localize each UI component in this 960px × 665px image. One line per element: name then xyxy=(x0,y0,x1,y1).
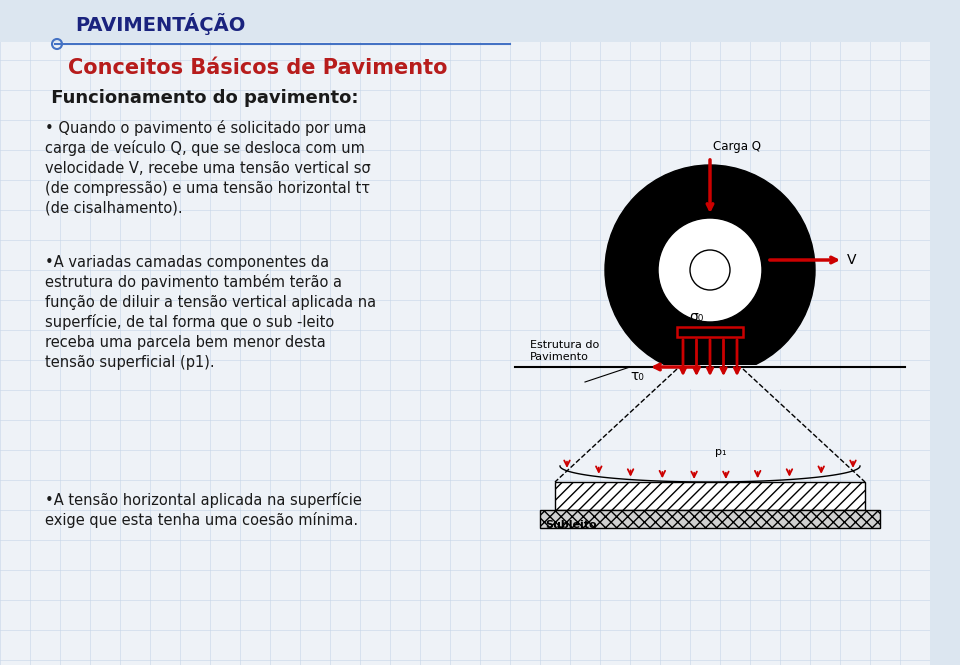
Text: Funcionamento do pavimento:: Funcionamento do pavimento: xyxy=(45,89,358,107)
Text: receba uma parcela bem menor desta: receba uma parcela bem menor desta xyxy=(45,334,325,350)
Text: Estrutura do
Pavimento: Estrutura do Pavimento xyxy=(530,340,599,362)
Circle shape xyxy=(658,218,762,322)
Text: •A tensão horizontal aplicada na superfície: •A tensão horizontal aplicada na superfí… xyxy=(45,492,362,508)
Text: Subleito: Subleito xyxy=(545,520,596,530)
Text: função de diluir a tensão vertical aplicada na: função de diluir a tensão vertical aplic… xyxy=(45,295,376,309)
Text: exige que esta tenha uma coesão mínima.: exige que esta tenha uma coesão mínima. xyxy=(45,512,358,528)
Text: (de compressão) e uma tensão horizontal tτ: (de compressão) e uma tensão horizontal … xyxy=(45,180,371,196)
Text: V: V xyxy=(847,253,856,267)
Bar xyxy=(930,0,960,665)
Bar xyxy=(0,0,960,42)
Bar xyxy=(677,327,743,337)
Bar xyxy=(540,510,880,528)
Text: superfície, de tal forma que o sub -leito: superfície, de tal forma que o sub -leit… xyxy=(45,314,334,330)
Text: • Quando o pavimento é solicitado por uma: • Quando o pavimento é solicitado por um… xyxy=(45,120,367,136)
Text: PAVIMENTÁÇÃO: PAVIMENTÁÇÃO xyxy=(75,13,246,35)
Text: carga de veículo Q, que se desloca com um: carga de veículo Q, que se desloca com u… xyxy=(45,140,365,156)
Text: estrutura do pavimento também terão a: estrutura do pavimento também terão a xyxy=(45,274,342,290)
Text: p₁: p₁ xyxy=(715,447,727,457)
Bar xyxy=(555,482,865,510)
Text: Conceitos Básicos de Pavimento: Conceitos Básicos de Pavimento xyxy=(68,58,447,78)
Bar xyxy=(603,365,817,389)
Text: •A variadas camadas componentes da: •A variadas camadas componentes da xyxy=(45,255,329,269)
Text: velocidade V, recebe uma tensão vertical sσ: velocidade V, recebe uma tensão vertical… xyxy=(45,160,371,176)
Text: Carga Q: Carga Q xyxy=(713,140,761,153)
Text: tensão superficial (p1).: tensão superficial (p1). xyxy=(45,354,215,370)
Text: τ₀: τ₀ xyxy=(631,369,644,383)
Text: (de cisalhamento).: (de cisalhamento). xyxy=(45,201,182,215)
Text: σ₀: σ₀ xyxy=(689,310,703,324)
Circle shape xyxy=(605,165,815,375)
